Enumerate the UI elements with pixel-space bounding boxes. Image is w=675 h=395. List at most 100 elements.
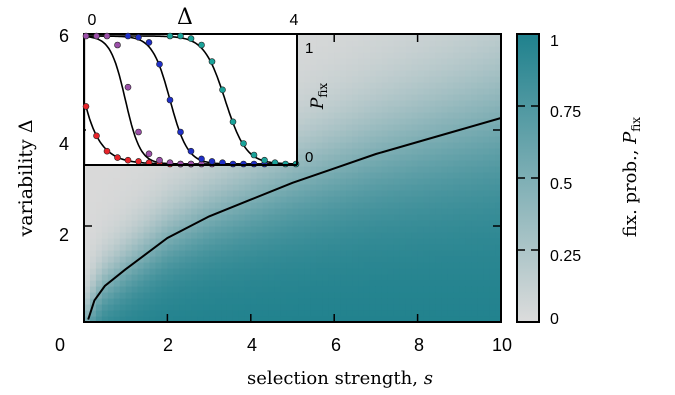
heatmap-cell [316, 88, 323, 95]
heatmap-cell [411, 226, 419, 233]
heatmap-cell [304, 178, 311, 185]
inset-point [198, 155, 205, 163]
inset-point [177, 128, 184, 136]
heatmap-cell [328, 292, 335, 299]
heatmap-cell [346, 256, 353, 263]
inset-point [229, 118, 237, 126]
heatmap-cell [304, 82, 311, 89]
heatmap-cell [310, 130, 317, 137]
heatmap-cell [441, 94, 448, 101]
heatmap-cell [346, 52, 353, 59]
heatmap-cell [441, 172, 448, 179]
heatmap-cell [310, 88, 317, 95]
heatmap-cell [489, 106, 496, 113]
heatmap-cell [334, 106, 341, 113]
heatmap-cell [352, 268, 359, 275]
heatmap-cell [447, 214, 454, 221]
heatmap-cell [495, 94, 502, 101]
heatmap-cell [429, 238, 437, 245]
heatmap-cell [435, 232, 443, 239]
heatmap-cell [95, 262, 103, 269]
heatmap-cell [358, 256, 365, 263]
heatmap-cell [310, 250, 317, 257]
heatmap-cell [131, 298, 139, 305]
heatmap-cell [435, 46, 443, 53]
heatmap-cell [262, 208, 270, 215]
heatmap-cell [268, 172, 276, 179]
heatmap-cell [250, 220, 258, 227]
heatmap-cell [489, 100, 496, 107]
heatmap-cell [346, 82, 353, 89]
heatmap-cell [149, 262, 157, 269]
heatmap-cell [232, 256, 240, 263]
heatmap-cell [149, 214, 157, 221]
heatmap-cell [417, 112, 425, 119]
heatmap-cell [393, 46, 401, 53]
heatmap-cell [358, 106, 365, 113]
heatmap-cell [447, 64, 454, 71]
heatmap-cell [417, 304, 425, 311]
heatmap-cell [411, 292, 419, 299]
heatmap-cell [209, 286, 216, 293]
heatmap-cell [358, 310, 365, 317]
heatmap-cell [292, 310, 300, 317]
heatmap-cell [221, 238, 228, 245]
heatmap-cell [334, 286, 341, 293]
heatmap-cell [471, 46, 478, 53]
heatmap-cell [495, 220, 502, 227]
heatmap-cell [322, 178, 329, 185]
inset-point [240, 140, 247, 147]
heatmap-cell [203, 220, 210, 227]
heatmap-cell [340, 160, 347, 167]
heatmap-cell [274, 178, 282, 185]
heatmap-cell [346, 88, 353, 95]
heatmap-cell [435, 100, 443, 107]
heatmap-cell [268, 178, 276, 185]
heatmap-cell [131, 196, 139, 203]
heatmap-cell [447, 148, 454, 155]
heatmap-cell [131, 274, 139, 281]
heatmap-cell [363, 52, 371, 59]
heatmap-cell [221, 250, 228, 257]
heatmap-cell [113, 172, 121, 179]
inset-ytick-1: 1 [305, 40, 313, 57]
heatmap-cell [441, 76, 448, 83]
heatmap-cell [465, 280, 472, 287]
heatmap-cell [143, 178, 151, 185]
heatmap-cell [387, 250, 395, 257]
heatmap-cell [453, 94, 460, 101]
heatmap-cell [328, 220, 335, 227]
heatmap-cell [423, 82, 431, 89]
heatmap-cell [393, 70, 401, 77]
heatmap-cell [459, 52, 466, 59]
heatmap-cell [375, 52, 383, 59]
heatmap-cell [363, 106, 371, 113]
inset-points [82, 32, 300, 168]
heatmap-cell [84, 196, 91, 203]
heatmap-cell [215, 220, 222, 227]
heatmap-cell [84, 310, 91, 317]
heatmap-cell [155, 244, 163, 251]
heatmap-cell [459, 292, 466, 299]
heatmap-cell [256, 310, 264, 317]
heatmap-cell [173, 268, 180, 275]
heatmap-cell [203, 178, 210, 185]
heatmap-cell [113, 196, 121, 203]
heatmap-cell [447, 46, 454, 53]
heatmap-cell [381, 286, 389, 293]
heatmap-cell [471, 226, 478, 233]
heatmap-cell [310, 298, 317, 305]
heatmap-cell [298, 154, 306, 161]
heatmap-cell [387, 184, 395, 191]
heatmap-cell [459, 136, 466, 143]
heatmap-cell [226, 208, 234, 215]
heatmap-cell [435, 304, 443, 311]
heatmap-cell [387, 88, 395, 95]
heatmap-cell [465, 148, 472, 155]
heatmap-cell [286, 196, 294, 203]
heatmap-cell [447, 268, 454, 275]
heatmap-cell [346, 214, 353, 221]
heatmap-cell [417, 196, 425, 203]
heatmap-cell [215, 262, 222, 269]
